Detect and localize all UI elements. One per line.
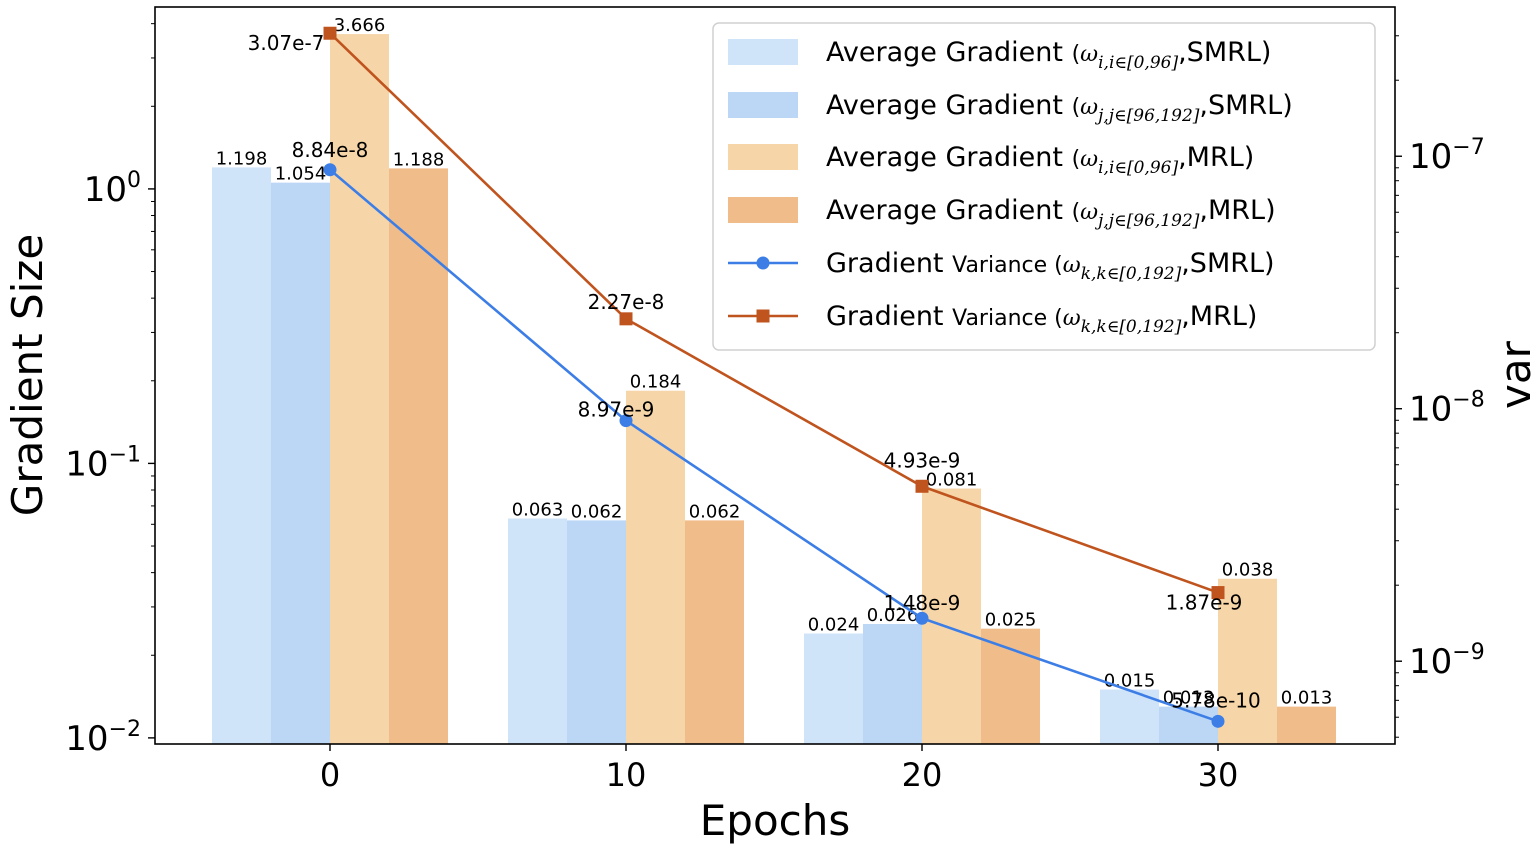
bar-value-label: 1.054 — [275, 164, 327, 185]
bar-s2-epoch-30 — [1159, 706, 1218, 744]
bar-value-label: 0.038 — [1222, 560, 1274, 581]
variance-line-1 — [329, 168, 1219, 723]
bar-value-label: 0.063 — [512, 499, 564, 520]
variance-point-smrl — [619, 414, 633, 428]
bar-s2-epoch-0 — [271, 182, 330, 745]
bar-labels-layer: 1.198 0.063 0.024 0.015 1.054 0.062 0.026 0.013… — [216, 15, 1333, 709]
bar-value-label: 0.062 — [571, 501, 623, 522]
legend-box — [712, 22, 1376, 351]
y-tick-label: 10−1 — [65, 442, 141, 484]
bar-s1-epoch-10 — [508, 518, 567, 744]
legend-swatch — [728, 92, 798, 118]
x-tick-label: 30 — [1198, 756, 1239, 794]
bars-layer — [212, 34, 1336, 745]
y-tick-label: 100 — [84, 168, 141, 210]
right-y-axis-label: var — [1491, 340, 1539, 409]
bar-s2-epoch-20 — [863, 623, 922, 744]
bar-value-label: 1.198 — [216, 148, 268, 169]
y-tick-label: 10−2 — [65, 717, 141, 759]
bar-s4-epoch-0 — [389, 168, 448, 744]
bar-s3-epoch-0 — [330, 34, 389, 744]
bar-s4-epoch-20 — [981, 628, 1040, 744]
line-labels-layer: 8.84e-8 8.97e-9 1.48e-9 5.78e-10 3.07e-7 2.27… — [248, 31, 1261, 712]
right-y-tick-label: 10−7 — [1409, 135, 1485, 177]
bar-value-label: 0.015 — [1104, 671, 1156, 692]
variance-point-smrl — [323, 163, 337, 177]
variance-value-label: 5.78e-10 — [1171, 688, 1261, 712]
legend-marker — [756, 256, 770, 270]
bar-s3-epoch-10 — [626, 390, 685, 744]
variance-value-label: 1.48e-9 — [884, 591, 961, 615]
variance-value-label: 8.84e-8 — [292, 138, 369, 162]
legend-swatch — [728, 144, 798, 170]
y-axis-label: Gradient Size — [3, 234, 52, 516]
bar-s4-epoch-10 — [685, 520, 744, 744]
variance-point-mrl — [915, 479, 929, 493]
legend-entry-label: Average Gradient (ωi,i∈[0,96],MRL) — [826, 142, 1254, 178]
legend-entry-label: Gradient Variance (ωk,k∈[0,192],MRL) — [826, 301, 1257, 337]
bar-value-label: 1.188 — [393, 149, 445, 170]
x-axis-label: Epochs — [700, 796, 851, 845]
variance-point-mrl — [1211, 586, 1225, 600]
legend-entry-label: Gradient Variance (ωk,k∈[0,192],SMRL) — [826, 248, 1275, 284]
x-tick-label: 20 — [902, 756, 943, 794]
bar-value-label: 0.013 — [1281, 688, 1333, 709]
variance-value-label: 1.87e-9 — [1166, 591, 1243, 615]
bar-s3-epoch-30 — [1218, 578, 1277, 744]
variance-point-mrl — [619, 312, 633, 326]
legend-swatch — [728, 39, 798, 65]
legend-entry-label: Average Gradient (ωi,i∈[0,96],SMRL) — [826, 37, 1271, 73]
bar-value-label: 0.025 — [985, 610, 1037, 631]
legend: Average Gradient (ωi,i∈[0,96],SMRL) Avera… — [712, 22, 1376, 351]
bar-value-label: 0.024 — [808, 615, 860, 636]
x-tick-label: 10 — [606, 756, 647, 794]
variance-point-smrl — [915, 611, 929, 625]
legend-swatch — [728, 197, 798, 223]
bar-s4-epoch-30 — [1277, 706, 1336, 744]
bar-s3-epoch-20 — [922, 488, 981, 744]
lines-layer — [323, 26, 1225, 728]
legend-marker — [756, 309, 770, 323]
bar-value-label: 0.062 — [689, 501, 741, 522]
legend-entry-label: Average Gradient (ωj,j∈[96,192],MRL) — [826, 195, 1276, 231]
plot-frame — [154, 6, 1396, 745]
x-tick-label: 0 — [320, 756, 340, 794]
bar-value-label: 0.081 — [926, 470, 978, 491]
bar-value-label: 0.184 — [630, 372, 682, 393]
variance-value-label: 2.27e-8 — [588, 290, 665, 314]
variance-value-label: 4.93e-9 — [884, 448, 961, 472]
right-y-tick-label: 10−9 — [1409, 640, 1485, 682]
bar-value-label: 3.666 — [334, 15, 386, 36]
variance-point-mrl — [323, 26, 337, 40]
bar-s1-epoch-0 — [212, 167, 271, 744]
variance-point-smrl — [1211, 714, 1225, 728]
legend-entry-label: Average Gradient (ωj,j∈[96,192],SMRL) — [826, 90, 1293, 126]
variance-value-label: 8.97e-9 — [578, 398, 655, 422]
variance-line-2 — [329, 32, 1219, 594]
bar-value-label: 0.026 — [867, 605, 919, 626]
axes-layer: 0 10 20 30 100 10−1 10−2 10−7 10−8 10−9 — [65, 23, 1485, 794]
bar-value-label: 0.013 — [1163, 688, 1215, 709]
right-y-tick-label: 10−8 — [1409, 388, 1485, 430]
bar-s1-epoch-20 — [804, 633, 863, 744]
bar-s2-epoch-10 — [567, 520, 626, 744]
variance-value-label: 3.07e-7 — [248, 31, 325, 55]
